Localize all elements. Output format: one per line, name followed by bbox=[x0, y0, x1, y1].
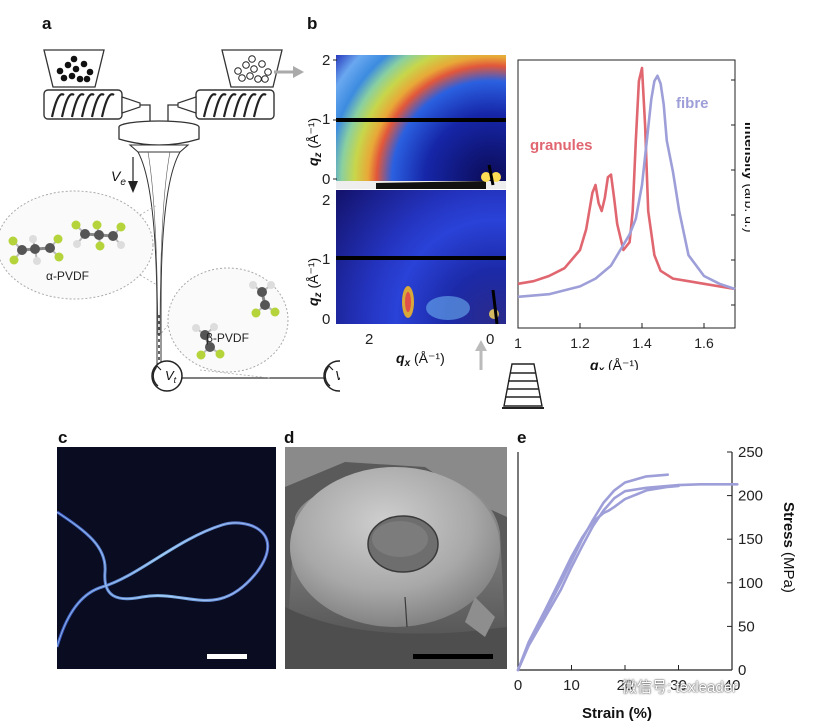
scale-bar-c bbox=[207, 654, 247, 659]
collection-drum-icon bbox=[502, 363, 544, 409]
intensity-ticks: 1 1.2 1.4 1.6 bbox=[514, 79, 735, 351]
qx-axis-title-waxs: qx (Å⁻¹) bbox=[396, 350, 445, 369]
intensity-qx-axis-title: qx (Å⁻¹) bbox=[590, 357, 639, 370]
strain-tick-label: 10 bbox=[563, 677, 580, 694]
strain-tick-label: 20 bbox=[617, 677, 634, 694]
right-extruder bbox=[177, 89, 275, 120]
qz-axis-title-top: qz (Å⁻¹) bbox=[305, 118, 324, 166]
qz-axis-title-bottom: qz (Å⁻¹) bbox=[305, 258, 324, 306]
stress-strain-line-trial-2 bbox=[516, 483, 739, 672]
panel-label-d: d bbox=[284, 428, 295, 447]
strain-axis-title: Strain (%) bbox=[582, 705, 652, 722]
stress-strain-line-trial-3 bbox=[516, 484, 680, 672]
intensity-line-fibre bbox=[517, 74, 736, 299]
panel-label-b: b bbox=[307, 14, 318, 33]
granules-label: granules bbox=[530, 137, 593, 154]
qz-tick-top-0: 0 bbox=[322, 171, 330, 188]
beta-pvdf-label: β-PVDF bbox=[206, 331, 249, 345]
qz-tick-bottom-2: 2 bbox=[322, 192, 330, 209]
waxs-axes: 2 1 0 2 1 0 qz (Å⁻¹) qz (Å⁻¹) 2 0 qx (Å⁻… bbox=[305, 52, 494, 370]
intensity-series bbox=[517, 66, 736, 299]
fibre-label: fibre bbox=[676, 95, 709, 112]
stress-tick-label: 100 bbox=[738, 575, 763, 592]
stress-tick-label: 200 bbox=[738, 488, 763, 505]
stress-tick-label: 0 bbox=[738, 662, 746, 679]
scale-bar-d bbox=[413, 654, 493, 659]
vw-label: Vw bbox=[335, 368, 340, 385]
qx-tick-2: 2 bbox=[365, 331, 373, 348]
right-hopper bbox=[221, 49, 283, 88]
spinning-schematic: Ve α-PVDF β-PVDF Vt Vw bbox=[0, 49, 340, 392]
panel-label-c: c bbox=[58, 428, 68, 447]
qx-tick-0: 0 bbox=[486, 331, 494, 348]
intensity-chart: 1 1.2 1.4 1.6 granules fibre Intensity (arb… bbox=[514, 59, 750, 370]
panel-label-a: a bbox=[42, 14, 52, 33]
left-extruder bbox=[43, 89, 141, 120]
sem-cross-section bbox=[285, 447, 507, 669]
intensity-line-granules bbox=[517, 66, 736, 291]
qz-tick-top-1: 1 bbox=[322, 111, 330, 128]
strain-tick-label: 40 bbox=[724, 677, 741, 694]
stress-strain-series bbox=[516, 473, 739, 672]
stress-tick-label: 50 bbox=[738, 618, 755, 635]
stress-axis-title: Stress (MPa) bbox=[780, 502, 797, 593]
spin-pack bbox=[118, 120, 200, 153]
intensity-xtick-label: 1.6 bbox=[694, 335, 714, 351]
qz-tick-bottom-0: 0 bbox=[322, 311, 330, 328]
stress-tick-label: 150 bbox=[738, 531, 763, 548]
strain-tick-label: 30 bbox=[670, 677, 687, 694]
panel-label-e: e bbox=[517, 428, 527, 447]
stress-strain-line-trial-1 bbox=[516, 473, 670, 672]
intensity-xtick-label: 1 bbox=[514, 335, 522, 351]
waxs-granules-image bbox=[336, 55, 506, 189]
intensity-xtick-label: 1.4 bbox=[632, 335, 652, 351]
qz-tick-bottom-1: 1 bbox=[322, 251, 330, 268]
beta-molecule-2 bbox=[249, 281, 280, 318]
left-hopper bbox=[43, 49, 105, 88]
qz-tick-top-2: 2 bbox=[322, 52, 330, 69]
intensity-axis-title: Intensity (arb. u.) bbox=[742, 122, 750, 232]
waxs-fibre-image bbox=[336, 190, 506, 324]
fibre-knot-photo bbox=[57, 447, 276, 669]
watermark-text: 微信号: texleader bbox=[622, 679, 738, 696]
alpha-molecule-1 bbox=[8, 234, 64, 265]
stress-tick-label: 250 bbox=[738, 444, 763, 461]
ve-label: Ve bbox=[111, 168, 126, 188]
intensity-xtick-label: 1.2 bbox=[570, 335, 590, 351]
alpha-molecule-2 bbox=[71, 220, 126, 251]
alpha-pvdf-label: α-PVDF bbox=[46, 269, 89, 283]
vt-label: Vt bbox=[165, 368, 177, 385]
beta-molecule-1 bbox=[192, 323, 225, 360]
strain-tick-label: 0 bbox=[514, 677, 522, 694]
